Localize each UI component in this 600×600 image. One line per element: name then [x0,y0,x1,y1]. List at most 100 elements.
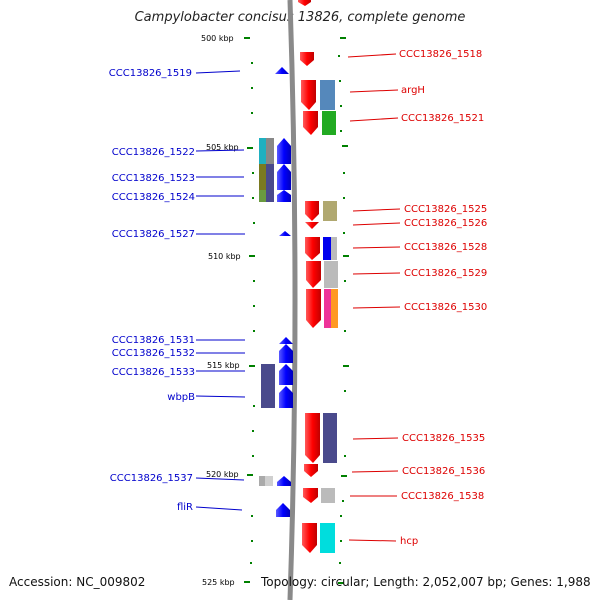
tick-mark [343,172,345,174]
tick-mark [247,474,253,476]
tick-mark [340,130,342,132]
tick-mark [249,365,255,367]
gene-color-block [266,138,274,164]
gene-label-1538: CCC13826_1538 [401,491,484,502]
tick-mark [339,562,341,564]
leader-line [348,539,397,542]
gene-label-argH: argH [401,85,425,96]
gene-color-block [266,190,274,202]
gene-arrow-hcp [302,523,317,553]
leader-line [352,272,401,275]
gene-color-block [259,138,266,164]
tick-mark [244,37,250,39]
gene-label-1536: CCC13826_1536 [402,466,485,477]
tick-mark [253,405,255,407]
tick-mark [343,255,349,257]
tick-mark [341,475,347,477]
left-gene-labels: CCC13826_1519 CCC13826_1522 CCC13826_152… [109,68,195,513]
leader-line [195,149,245,152]
tick-mark [343,365,349,367]
leader-line [352,306,401,309]
gene-label-1527: CCC13826_1527 [112,229,195,240]
reverse-strand-genes [259,67,293,517]
gene-arrow-1529 [306,261,321,288]
gene-label-1529: CCC13826_1529 [404,268,487,279]
tick-mark [251,515,253,517]
gene-label-1530: CCC13826_1530 [404,302,487,313]
tick-mark [251,112,253,114]
gene-color-block [259,476,265,486]
tick-mark [253,280,255,282]
gene-arrow-1535 [305,413,320,463]
gene-label-1525: CCC13826_1525 [404,204,487,215]
tick-mark [339,80,341,82]
leader-line [349,117,399,122]
tick-mark [251,87,253,89]
tick-mark [247,147,253,149]
gene-label-1523: CCC13826_1523 [112,173,195,184]
gene-label-1531: CCC13826_1531 [112,335,195,346]
left-leader-lines [195,70,246,511]
tick-mark [344,280,346,282]
genome-backbone [287,0,298,600]
gene-label-wbpB: wbpB [167,392,195,403]
tick-mark [338,582,344,584]
gene-color-block [261,364,275,408]
map-title: Campylobacter concisus 13826, complete g… [134,10,466,25]
gene-arrow-1537 [277,476,291,486]
gene-arrow-1523 [277,164,291,190]
gene-arrow-argH [301,80,316,110]
tick-mark [251,540,253,542]
tick-mark [342,145,348,147]
scale-label-510: 510 kbp [208,252,241,261]
gene-color-block [331,289,338,328]
gene-label-1532: CCC13826_1532 [112,348,195,359]
gene-label-1524: CCC13826_1524 [112,192,195,203]
leader-line [352,437,399,440]
gene-color-block [320,80,335,110]
gene-color-block [324,289,331,328]
accession-label: Accession: NC_009802 [9,575,146,589]
scale-label-520: 520 kbp [206,470,239,479]
gene-color-block [259,164,266,190]
gene-arrow-1531 [279,337,293,344]
tick-mark [343,232,345,234]
gene-arrow-1530 [306,289,321,328]
scale-labels: 500 kbp 505 kbp 510 kbp 515 kbp 520 kbp … [201,34,241,587]
gene-label-1519: CCC13826_1519 [109,68,192,79]
leader-line [195,70,241,74]
gene-color-block [259,190,266,202]
tick-mark [252,455,254,457]
gene-color-block [322,111,336,135]
gene-arrow-wbpB [279,386,293,408]
leader-line [349,89,399,93]
gene-arrow-1525 [305,201,319,221]
gene-arrow-1532 [279,344,293,363]
leader-line [351,470,399,473]
gene-color-block [323,201,337,221]
tick-mark [244,581,250,583]
gene-arrow-1522 [277,138,291,164]
gene-label-fliR: fliR [177,502,193,513]
gene-color-block [323,413,337,463]
leader-line [195,477,245,481]
tick-mark [344,455,346,457]
leader-line [195,395,246,398]
tick-mark [251,62,253,64]
gene-arrow-1538 [303,488,318,503]
gene-arrow-1524 [277,190,291,202]
gene-label-hcp: hcp [400,536,418,547]
gene-label-1521: CCC13826_1521 [401,113,484,124]
tick-mark [252,430,254,432]
gene-label-1522: CCC13826_1522 [112,147,195,158]
gene-arrow-1518 [300,52,314,66]
leader-line [195,506,243,511]
tick-mark [252,197,254,199]
tick-mark [340,37,346,39]
tick-mark [342,500,344,502]
gene-arrow-1533 [279,364,293,385]
leader-line [352,222,401,226]
gene-label-1537: CCC13826_1537 [110,473,193,484]
